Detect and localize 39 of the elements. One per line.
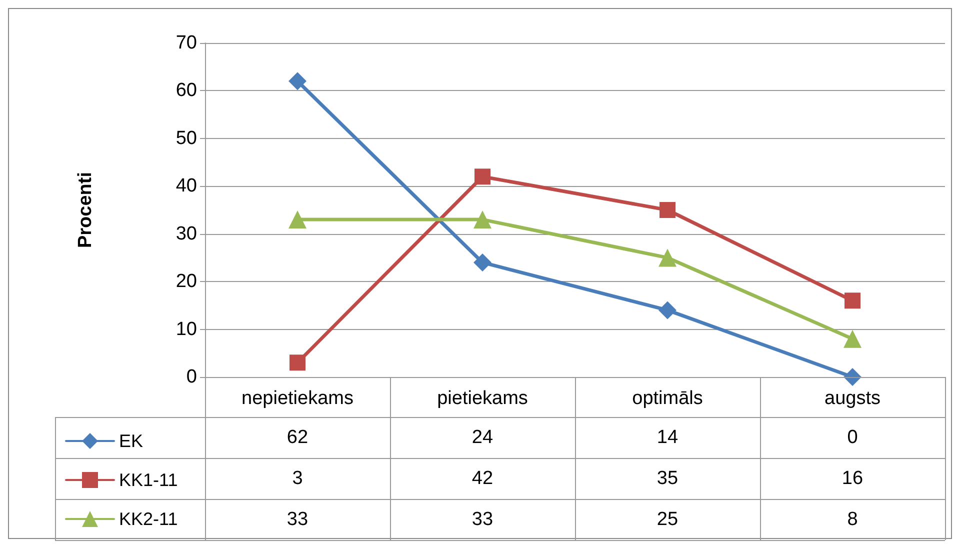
data-label: 35: [656, 466, 680, 490]
data-label: 42: [470, 466, 494, 490]
point: [290, 354, 306, 371]
point: [660, 202, 676, 218]
y-tick-label: 50: [176, 128, 197, 149]
x-tick-label: optimāls: [632, 388, 703, 409]
data-label: 25: [656, 508, 680, 532]
y-tick-label: 10: [176, 318, 197, 340]
y-tick-label: 0: [186, 366, 197, 388]
y-tick-label: 70: [176, 32, 197, 54]
y-axis-title: Procenti: [75, 172, 96, 248]
x-tick-label: nepietiekams: [242, 388, 354, 409]
data-label: 8: [846, 508, 859, 532]
data-label: 33: [470, 508, 494, 532]
point: [844, 292, 860, 309]
data-label: 33: [286, 508, 310, 532]
point: [288, 72, 306, 90]
y-tick-label: 60: [176, 80, 197, 102]
point: [474, 168, 490, 185]
point: [844, 330, 862, 348]
legend-label: EK: [119, 431, 144, 451]
data-label: 14: [656, 426, 680, 450]
legend-label: KK2-11: [119, 509, 178, 529]
y-tick-label: 40: [176, 176, 197, 197]
y-tick-label: 30: [176, 223, 197, 244]
x-tick-label: augsts: [824, 388, 880, 409]
data-label: 16: [840, 466, 864, 490]
x-tick-label: pietiekams: [437, 388, 528, 409]
point: [658, 301, 676, 320]
point: [474, 253, 492, 272]
data-label: 24: [470, 426, 494, 450]
y-tick-label: 20: [176, 271, 197, 292]
data-label: 62: [286, 426, 310, 450]
data-label: 3: [291, 466, 304, 490]
point: [658, 248, 676, 267]
data-label: 0: [846, 426, 859, 450]
point: [474, 210, 492, 229]
legend-label: KK1-11: [119, 470, 178, 490]
point: [288, 210, 306, 229]
